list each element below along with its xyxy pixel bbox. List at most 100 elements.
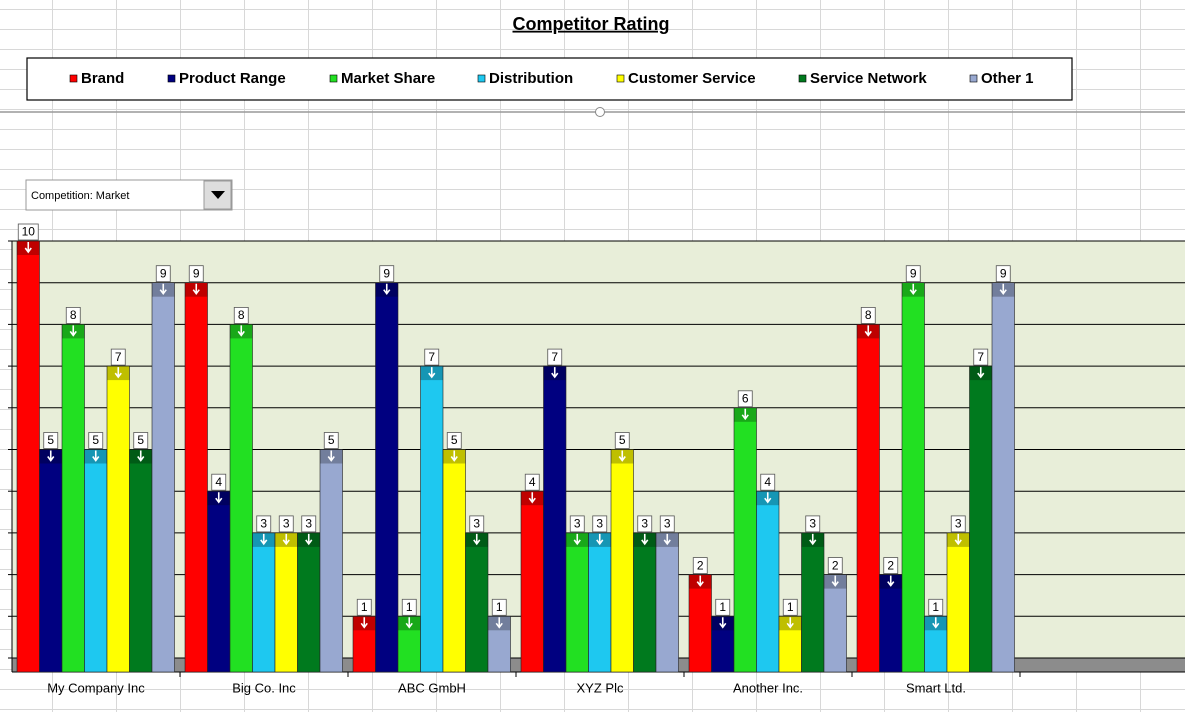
bar bbox=[129, 449, 153, 673]
arrow bbox=[573, 533, 581, 546]
data-label: 1 bbox=[787, 600, 794, 614]
arrow bbox=[24, 242, 32, 254]
dropdown-text: Competition: Market bbox=[31, 190, 129, 202]
data-label: 1 bbox=[406, 600, 413, 614]
legend-swatch bbox=[329, 74, 338, 83]
bar bbox=[991, 282, 1015, 673]
arrow bbox=[159, 283, 167, 296]
data-label: 9 bbox=[193, 266, 200, 280]
label-box bbox=[188, 265, 204, 283]
arrow bbox=[977, 367, 985, 379]
label-box bbox=[256, 515, 272, 533]
bar bbox=[252, 532, 276, 673]
bar bbox=[688, 574, 712, 673]
data-label: 9 bbox=[160, 266, 167, 280]
bar bbox=[879, 574, 903, 673]
data-label: 9 bbox=[910, 266, 917, 280]
label-box bbox=[278, 515, 294, 533]
label-box bbox=[524, 473, 540, 491]
arrow bbox=[405, 617, 413, 629]
label-box bbox=[569, 515, 585, 533]
legend-label: Product Range bbox=[179, 70, 286, 87]
label-box bbox=[155, 265, 171, 283]
x-tick-label: Another Inc. bbox=[733, 680, 803, 695]
label-box bbox=[323, 432, 339, 449]
data-label: 4 bbox=[215, 475, 222, 489]
bar bbox=[442, 449, 466, 673]
legend-label: Distribution bbox=[489, 70, 573, 87]
chart-title: Competitor Rating bbox=[513, 14, 670, 34]
data-label: 3 bbox=[664, 517, 671, 531]
bar bbox=[274, 532, 298, 673]
label-box bbox=[950, 515, 966, 533]
data-label: 3 bbox=[473, 517, 480, 531]
label-box bbox=[424, 348, 440, 366]
legend-label: Brand bbox=[81, 70, 124, 87]
data-label: 10 bbox=[22, 225, 36, 239]
legend-swatch bbox=[616, 74, 625, 83]
legend-swatch bbox=[69, 74, 78, 83]
bar bbox=[319, 449, 343, 673]
bar bbox=[520, 490, 544, 673]
arrow bbox=[237, 325, 245, 337]
bar bbox=[565, 532, 589, 673]
data-label: 3 bbox=[283, 517, 290, 531]
data-label: 1 bbox=[496, 600, 503, 614]
arrow bbox=[663, 533, 671, 546]
arrow bbox=[932, 617, 940, 629]
data-label: 8 bbox=[70, 308, 77, 322]
label-box bbox=[211, 473, 227, 491]
label-box bbox=[469, 515, 485, 533]
arrow bbox=[69, 325, 77, 337]
data-label: 9 bbox=[383, 266, 390, 280]
arrow bbox=[473, 533, 481, 546]
arrow bbox=[428, 367, 436, 379]
data-label: 8 bbox=[865, 308, 872, 322]
legend-swatch bbox=[798, 74, 807, 83]
label-box bbox=[737, 390, 753, 408]
legend-swatch bbox=[477, 74, 486, 83]
bar bbox=[184, 282, 208, 673]
legend-label: Service Network bbox=[810, 70, 927, 87]
bar bbox=[207, 490, 231, 673]
label-box bbox=[379, 265, 395, 283]
data-label: 2 bbox=[887, 558, 894, 572]
label-box bbox=[446, 432, 462, 449]
label-box bbox=[692, 557, 708, 574]
label-box bbox=[43, 432, 59, 449]
arrow bbox=[260, 533, 268, 546]
data-label: 7 bbox=[977, 350, 984, 364]
arrow bbox=[831, 575, 839, 587]
bar bbox=[487, 615, 511, 673]
bar bbox=[610, 449, 634, 673]
arrow bbox=[641, 533, 649, 546]
data-label: 3 bbox=[260, 517, 267, 531]
bar bbox=[151, 282, 175, 673]
label-box bbox=[883, 557, 899, 574]
data-label: 2 bbox=[697, 558, 704, 572]
bar bbox=[84, 449, 108, 673]
label-box bbox=[973, 348, 989, 366]
x-tick-label: Smart Ltd. bbox=[906, 680, 966, 695]
label-box bbox=[805, 515, 821, 533]
data-label: 3 bbox=[641, 517, 648, 531]
resize-handle[interactable] bbox=[595, 107, 605, 117]
bar bbox=[823, 574, 847, 673]
arrow bbox=[719, 617, 727, 629]
label-box bbox=[491, 598, 507, 616]
label-box bbox=[133, 432, 149, 449]
legend-label: Market Share bbox=[341, 70, 435, 87]
x-tick-label: ABC GmbH bbox=[398, 680, 466, 695]
dropdown[interactable] bbox=[25, 179, 233, 211]
label-box bbox=[928, 598, 944, 616]
arrow bbox=[887, 575, 895, 587]
x-tick-label: Big Co. Inc bbox=[232, 680, 296, 695]
label-box bbox=[760, 473, 776, 491]
arrow bbox=[495, 617, 503, 629]
arrow bbox=[305, 533, 313, 546]
arrow bbox=[360, 617, 368, 629]
data-label: 5 bbox=[451, 433, 458, 447]
data-label: 1 bbox=[932, 600, 939, 614]
data-label: 2 bbox=[832, 558, 839, 572]
